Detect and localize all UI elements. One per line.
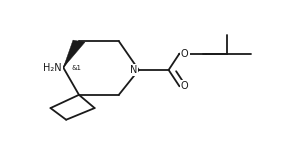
Text: &1: &1: [71, 65, 81, 71]
Polygon shape: [63, 40, 85, 68]
Text: N: N: [130, 65, 137, 75]
Text: O: O: [181, 49, 188, 59]
Text: O: O: [181, 81, 188, 91]
Text: H₂N: H₂N: [43, 63, 62, 73]
